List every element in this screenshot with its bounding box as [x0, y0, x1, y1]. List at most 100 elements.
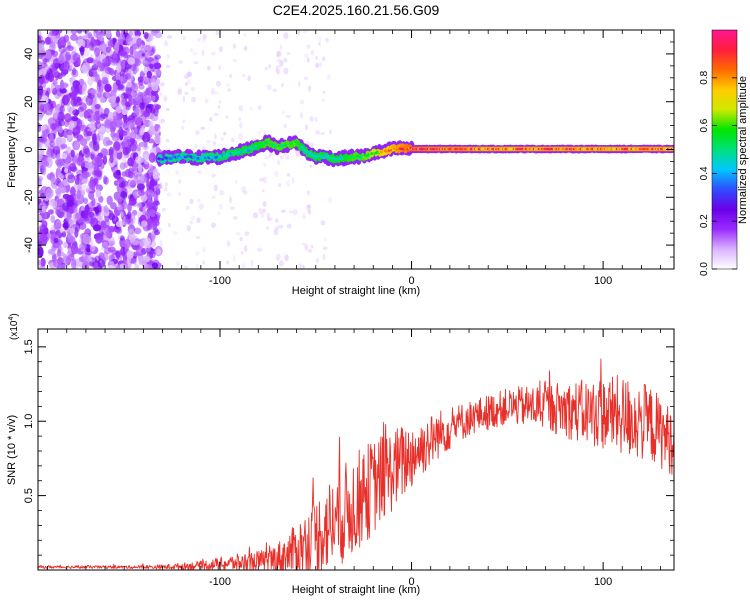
- spectrogram-noise-speckle: [146, 218, 153, 225]
- spectrogram-noise-speckle: [94, 103, 101, 110]
- spectrogram-noise-speckle: [315, 257, 319, 264]
- spectrogram-noise-speckle: [83, 254, 90, 262]
- spectrogram-noise-speckle: [242, 190, 248, 195]
- spectrogram-noise-speckle: [115, 113, 123, 121]
- spectrogram-noise-speckle: [90, 40, 99, 46]
- spectrogram-noise-speckle: [322, 246, 328, 251]
- spectrogram-noise-speckle: [68, 106, 76, 115]
- spectrogram-noise-speckle: [262, 208, 266, 213]
- spectrogram-noise-speckle: [177, 86, 182, 93]
- spectrogram-noise-speckle: [125, 213, 131, 220]
- spectrogram-noise-speckle: [238, 117, 242, 122]
- spectrogram-noise-speckle: [145, 51, 150, 59]
- spectrogram-noise-speckle: [295, 150, 300, 157]
- spectrogram-noise-speckle: [178, 192, 181, 196]
- spectrogram-noise-speckle: [327, 74, 331, 80]
- spectrogram-noise-speckle: [102, 58, 109, 65]
- spectrogram-noise-speckle: [309, 164, 313, 168]
- spectrogram-noise-speckle: [166, 34, 173, 39]
- spectrogram-noise-speckle: [153, 200, 160, 206]
- spectrogram-noise-speckle: [79, 45, 85, 56]
- spectrogram-noise-speckle: [210, 222, 216, 228]
- spectrogram-noise-speckle: [124, 238, 130, 250]
- spectrogram-noise-speckle: [315, 130, 321, 135]
- spectrogram-noise-speckle: [135, 246, 145, 257]
- spectrogram-noise-speckle: [210, 88, 215, 95]
- spectrogram-noise-speckle: [153, 62, 162, 70]
- spectrogram-noise-speckle: [322, 56, 326, 62]
- spectrogram-noise-speckle: [263, 162, 267, 168]
- spectrogram-noise-speckle: [327, 196, 333, 204]
- spectrogram-noise-speckle: [88, 253, 97, 263]
- spectrogram-noise-speckle: [134, 263, 139, 269]
- spectrogram-noise-speckle: [154, 54, 162, 60]
- spectrogram-noise-speckle: [70, 30, 78, 35]
- spectrogram-noise-speckle: [63, 241, 68, 249]
- spectrogram-noise-speckle: [117, 39, 124, 45]
- spectrogram-noise-speckle: [259, 177, 265, 182]
- spectrogram-noise-speckle: [122, 154, 127, 164]
- spectrogram-noise-speckle: [279, 60, 284, 67]
- spectrogram-noise-speckle: [45, 72, 50, 81]
- spectrogram-noise-speckle: [320, 220, 326, 226]
- spectrogram-noise-speckle: [57, 181, 66, 193]
- spectrogram-noise-speckle: [157, 117, 163, 125]
- spectrogram-noise-speckle: [41, 125, 46, 131]
- spectrogram-noise-speckle: [211, 51, 216, 56]
- spectrogram-noise-speckle: [102, 155, 108, 165]
- spectrogram-noise-speckle: [128, 167, 134, 178]
- spectrogram-noise-speckle: [38, 150, 44, 160]
- snr-panel: -100 0 100 0.5 1.0 1.5 Height of straight lin…: [6, 313, 675, 596]
- spectrogram-noise-speckle: [97, 131, 104, 141]
- spectrogram-noise-speckle: [282, 151, 286, 157]
- spectrogram-axes: -100 0 100 -40 -20 0 20 40: [23, 29, 674, 287]
- spectrogram-noise-speckle: [98, 252, 105, 259]
- spectrogram-noise-speckle: [202, 34, 207, 40]
- spectrogram-noise-speckle: [318, 62, 323, 68]
- spectrogram-noise-speckle: [76, 96, 82, 103]
- spectrogram-noise-speckle: [186, 225, 191, 232]
- spectrogram-noise-speckle: [250, 259, 254, 267]
- spectrogram-noise-speckle: [126, 79, 132, 89]
- spectrogram-noise-speckle: [120, 98, 126, 107]
- spectrogram-noise-speckle: [129, 45, 134, 56]
- spectrogram-noise-speckle: [40, 257, 46, 267]
- spectrogram-noise-speckle: [166, 192, 172, 198]
- spectrogram-noise-speckle: [137, 76, 144, 83]
- spectrogram-noise-speckle: [212, 141, 217, 145]
- spectrogram-noise-speckle: [165, 64, 171, 69]
- spectrogram-noise-speckle: [38, 109, 43, 121]
- spectrogram-noise-speckle: [120, 84, 126, 92]
- spectrogram-noise-speckle: [38, 90, 43, 101]
- spectrogram-noise-speckle: [279, 44, 283, 51]
- spectrogram-noise-speckle: [114, 41, 120, 53]
- spectrogram-noise-speckle: [104, 83, 112, 93]
- spectrogram-noise-speckle: [315, 56, 318, 61]
- snr-y-tick-label: 0.5: [23, 488, 35, 503]
- spectrogram-noise-speckle: [218, 100, 222, 104]
- spectrogram-noise-speckle: [184, 91, 189, 96]
- spectrogram-noise-speckle: [93, 113, 100, 122]
- spectrogram-noise-speckle: [38, 160, 45, 169]
- spectrogram-noise-speckle: [200, 126, 205, 130]
- spectrogram-noise-speckle: [323, 237, 327, 243]
- spectrogram-noise-speckle: [184, 265, 189, 269]
- spectrogram-ridge-core: [297, 143, 302, 147]
- spectrogram-noise-speckle: [125, 36, 133, 42]
- spectrogram-noise-speckle: [211, 173, 216, 178]
- spectrogram-noise-speckle: [262, 176, 267, 184]
- spectrogram-noise-speckle: [89, 68, 94, 76]
- spectrogram-noise-speckle: [159, 239, 163, 247]
- snr-y-tick-label: 1.0: [23, 414, 35, 429]
- spectrogram-noise-speckle: [72, 53, 81, 62]
- spectrogram-noise-speckle: [106, 195, 113, 206]
- spectrogram-noise-speckle: [62, 94, 69, 106]
- spectrogram-noise-speckle: [252, 212, 259, 219]
- spectrogram-noise-speckle: [91, 261, 99, 269]
- spectrogram-noise-speckle: [95, 133, 101, 144]
- spectrogram-noise-speckle: [272, 88, 278, 93]
- spectrogram-noise-speckle: [306, 57, 310, 63]
- spectrogram-noise-speckle: [309, 116, 314, 122]
- spectrogram-noise-speckle: [226, 240, 231, 247]
- spectrogram-noise-speckle: [226, 83, 230, 88]
